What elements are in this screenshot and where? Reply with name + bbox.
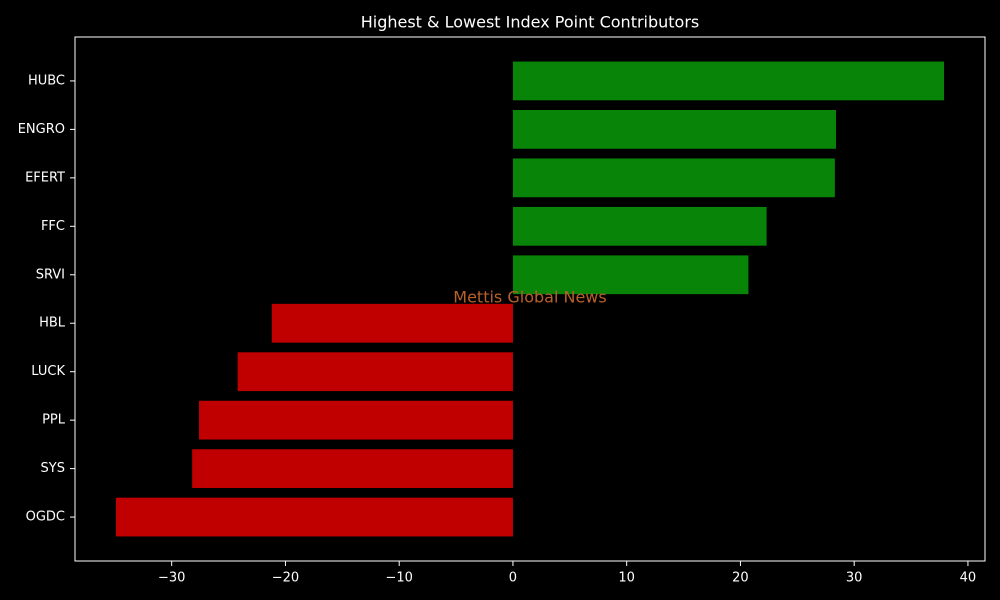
bar bbox=[512, 61, 945, 101]
y-tick-label: EFERT bbox=[25, 170, 65, 185]
chart-title: Highest & Lowest Index Point Contributor… bbox=[361, 13, 700, 32]
plot-frame bbox=[74, 36, 986, 562]
bar bbox=[192, 449, 513, 488]
bar bbox=[115, 497, 513, 537]
y-tick-label: OGDC bbox=[26, 510, 65, 525]
y-tick-label: SRVI bbox=[36, 267, 65, 282]
y-tick-label: FFC bbox=[41, 219, 65, 234]
y-tick-label: LUCK bbox=[31, 364, 65, 379]
bar bbox=[512, 158, 835, 198]
y-tick-label: HUBC bbox=[28, 73, 65, 88]
x-tick-label: 0 bbox=[509, 571, 517, 586]
bar bbox=[512, 206, 767, 246]
x-tick-label: −20 bbox=[272, 571, 299, 586]
bar bbox=[512, 110, 836, 149]
x-tick-label: 40 bbox=[960, 571, 977, 586]
y-tick-label: ENGRO bbox=[18, 122, 65, 137]
y-tick-label: SYS bbox=[41, 461, 65, 476]
x-tick-label: −30 bbox=[158, 571, 185, 586]
watermark: Mettis Global News bbox=[453, 288, 606, 307]
x-tick-label: 10 bbox=[618, 571, 635, 586]
y-tick-label: HBL bbox=[39, 316, 66, 331]
bar bbox=[237, 352, 513, 392]
x-tick-label: 30 bbox=[846, 571, 863, 586]
x-tick-label: 20 bbox=[732, 571, 749, 586]
x-tick-label: −10 bbox=[385, 571, 412, 586]
bar bbox=[198, 400, 513, 440]
bar bbox=[512, 255, 749, 295]
bar bbox=[271, 303, 513, 343]
y-tick-label: PPL bbox=[42, 413, 66, 428]
